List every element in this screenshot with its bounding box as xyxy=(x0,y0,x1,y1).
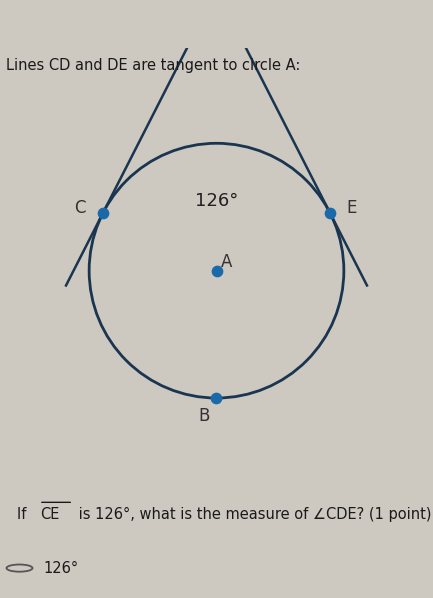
Text: 126°: 126° xyxy=(43,560,78,576)
Point xyxy=(213,266,220,276)
Text: C: C xyxy=(74,199,86,216)
Point xyxy=(213,393,220,403)
Text: A: A xyxy=(221,253,233,271)
Text: is 126°, what is the measure of ∠CDE? (1 point): is 126°, what is the measure of ∠CDE? (1… xyxy=(74,507,431,522)
Text: If: If xyxy=(17,507,31,522)
Text: Lines CD and DE are tangent to circle A:: Lines CD and DE are tangent to circle A: xyxy=(6,58,301,73)
Text: CE: CE xyxy=(40,507,59,522)
Text: 126°: 126° xyxy=(195,191,238,210)
Point xyxy=(100,208,107,218)
Text: B: B xyxy=(198,407,210,425)
Text: E: E xyxy=(346,199,357,216)
Point xyxy=(326,208,333,218)
